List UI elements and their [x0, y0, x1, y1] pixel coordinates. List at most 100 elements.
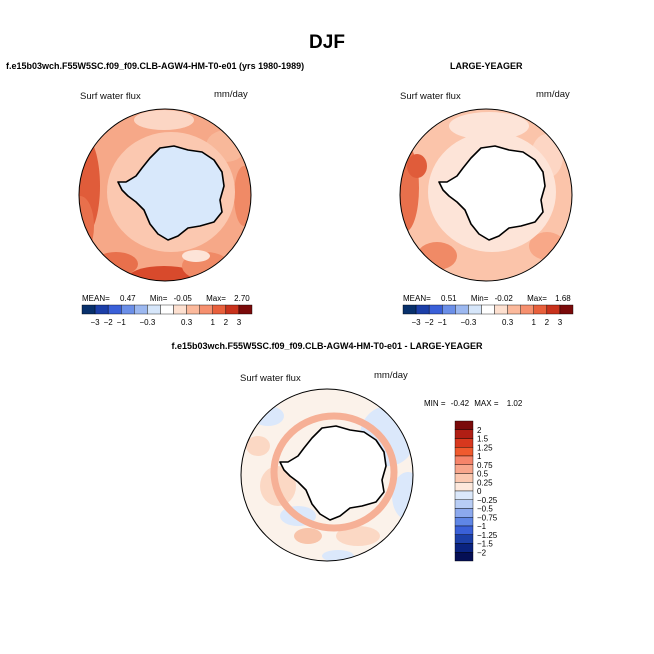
- colorbar-tick-label: 1.5: [477, 435, 489, 444]
- colorbar-swatch: [546, 304, 561, 315]
- colorbar-tick-label: 2: [545, 318, 550, 327]
- flux-patch: [128, 266, 200, 281]
- panel-diff-max-label: MAX =: [474, 399, 499, 408]
- colorbar-swatch: [415, 304, 430, 315]
- colorbar-tick-label: −1.25: [477, 531, 498, 540]
- flux-patch: [392, 472, 413, 520]
- panel-diff-min-label: MIN =: [424, 399, 446, 408]
- colorbar-tick-label: 1: [211, 318, 216, 327]
- colorbar-swatch: [455, 304, 469, 315]
- page-title: DJF: [309, 32, 345, 53]
- flux-patch: [246, 436, 270, 456]
- flux-patch: [234, 166, 251, 226]
- colorbar-swatch: [481, 304, 495, 315]
- colorbar-tick-label: −1: [438, 318, 448, 327]
- colorbar-swatch: [454, 429, 474, 439]
- colorbar-tick-label: 1: [532, 318, 537, 327]
- panel-test-mean-label: MEAN=: [82, 294, 110, 303]
- colorbar-swatch: [533, 304, 548, 315]
- colorbar-tick-label: −0.3: [460, 318, 476, 327]
- panel-obs-mean-label: MEAN=: [403, 294, 431, 303]
- panel-test-variable: Surf water flux: [80, 91, 141, 102]
- panel-obs-units: mm/day: [536, 89, 570, 100]
- colorbar-swatch: [454, 438, 474, 448]
- colorbar-swatch: [160, 304, 174, 315]
- panel-obs-max-label: Max=: [527, 294, 547, 303]
- colorbar-swatch: [468, 304, 482, 315]
- colorbar-tick-label: 3: [558, 318, 563, 327]
- map-border: [78, 108, 252, 282]
- flux-patch: [407, 154, 427, 178]
- colorbar-tick-label: 3: [237, 318, 242, 327]
- colorbar-tick-label: 2: [224, 318, 229, 327]
- colorbar-swatch: [212, 304, 227, 315]
- panel-test-min-value: -0.05: [173, 294, 192, 303]
- panel-test-header: f.e15b03wch.F55W5SC.f09_f09.CLB-AGW4-HM-…: [6, 61, 305, 71]
- flux-patch: [294, 528, 322, 544]
- colorbar-swatch: [454, 517, 474, 527]
- panel-test-map: [78, 108, 252, 282]
- colorbar-swatch: [94, 304, 109, 315]
- panel-diff-variable: Surf water flux: [240, 373, 301, 384]
- colorbar-swatch: [454, 464, 474, 474]
- coastline: [117, 145, 225, 241]
- panel-obs-mean-value: 0.51: [441, 294, 457, 303]
- panel-obs-map: [399, 108, 573, 282]
- colorbar-swatch: [186, 304, 200, 315]
- colorbar-tick-label: −0.25: [477, 496, 498, 505]
- panel-obs-colorbar: −3 −2 −1 −0.3 0.3 1 2 3: [402, 304, 574, 327]
- colorbar-swatch: [507, 304, 521, 315]
- flux-patch: [449, 112, 529, 140]
- colorbar-swatch: [173, 304, 187, 315]
- panel-obs-variable: Surf water flux: [400, 91, 461, 102]
- flux-patch: [94, 252, 138, 276]
- colorbar-swatch: [520, 304, 534, 315]
- map-border: [240, 388, 414, 562]
- panel-test-max-value: 2.70: [234, 294, 250, 303]
- colorbar-tick-label: 1.25: [477, 443, 493, 452]
- panel-diff-map: [240, 388, 414, 562]
- colorbar-swatch: [454, 508, 474, 518]
- flux-patch: [252, 406, 284, 426]
- panel-test-min-label: Min=: [149, 294, 168, 303]
- colorbar-tick-label: −1.5: [477, 540, 493, 549]
- colorbar-tick-label: 0.3: [502, 318, 514, 327]
- colorbar-swatch: [454, 455, 474, 465]
- colorbar-tick-label: 0.3: [181, 318, 193, 327]
- colorbar-swatch: [454, 534, 474, 544]
- colorbar-tick-label: −2: [425, 318, 435, 327]
- colorbar-swatch: [454, 473, 474, 483]
- panel-obs-min-label: Min=: [470, 294, 489, 303]
- colorbar-swatch: [134, 304, 148, 315]
- colorbar-swatch: [454, 447, 474, 457]
- colorbar-tick-label: −0.5: [477, 505, 493, 514]
- flux-patch: [182, 250, 210, 262]
- colorbar-swatch: [147, 304, 161, 315]
- panel-diff-min-value: -0.42: [450, 399, 470, 408]
- colorbar-swatch: [454, 499, 474, 509]
- colorbar-tick-label: −2: [104, 318, 114, 327]
- panel-diff-header: f.e15b03wch.F55W5SC.f09_f09.CLB-AGW4-HM-…: [171, 341, 483, 351]
- colorbar-tick-label: 0.25: [477, 478, 493, 487]
- panel-obs-stats: MEAN= 0.51 Min= -0.02 Max= 1.68: [403, 294, 571, 303]
- panel-diff-stats: MIN = -0.42 MAX = 1.02: [424, 399, 522, 408]
- colorbar-swatch: [559, 304, 574, 315]
- colorbar-swatch: [107, 304, 122, 315]
- colorbar-tick-label: 2: [477, 426, 482, 435]
- colorbar-swatch: [454, 482, 474, 492]
- antarctica-field: [280, 426, 386, 520]
- colorbar-swatch: [402, 304, 417, 315]
- panel-test-max-label: Max=: [206, 294, 226, 303]
- colorbar-tick-label: −1: [117, 318, 127, 327]
- colorbar-swatch: [454, 420, 474, 430]
- coastline: [438, 145, 546, 241]
- colorbar-swatch: [442, 304, 456, 315]
- coastal-anomaly: [270, 412, 398, 532]
- flux-patch: [336, 526, 380, 546]
- panel-obs-max-value: 1.68: [555, 294, 571, 303]
- panel-test-colorbar: −3 −2 −1 −0.3 0.3 1 2 3: [81, 304, 253, 327]
- colorbar-tick-label: −3: [412, 318, 422, 327]
- panel-diff-units: mm/day: [374, 370, 408, 381]
- colorbar-tick-label: 0.5: [477, 470, 489, 479]
- map-border: [399, 108, 573, 282]
